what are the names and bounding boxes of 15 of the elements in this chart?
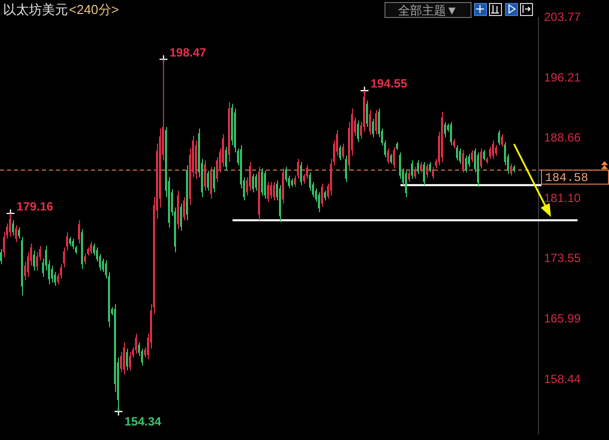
chart-subtitle: <240分> — [69, 2, 119, 17]
annotation: 全部主题▼ — [398, 4, 458, 18]
y-tick-label: 173.55 — [544, 251, 582, 266]
y-tick-label: 158.44 — [544, 372, 582, 386]
ref-line-label: 184.58 — [545, 171, 588, 186]
annotation: 194.55 — [370, 76, 408, 91]
y-tick-label: 188.66 — [544, 130, 582, 145]
y-tick-label: 181.10 — [544, 190, 582, 205]
annotation: 154.34 — [124, 414, 162, 429]
annotation: 198.47 — [170, 45, 207, 60]
y-tick-label: 203.77 — [544, 10, 582, 24]
annotation: 179.16 — [16, 199, 54, 214]
y-tick-label: 165.99 — [544, 312, 582, 326]
chart-title: 以太坊美元 — [3, 2, 68, 17]
y-tick-label: 196.21 — [544, 70, 582, 84]
